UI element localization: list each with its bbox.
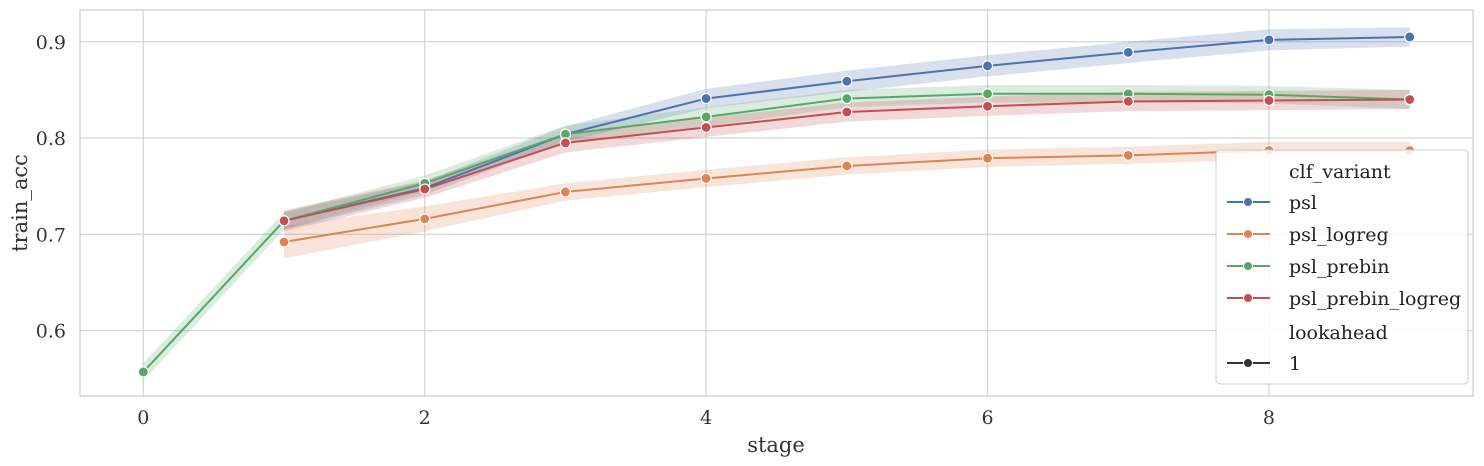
y-tick-label: 0.6 (36, 321, 66, 343)
point-psl (1404, 31, 1416, 43)
x-tick-label: 0 (137, 407, 149, 429)
legend-label-psl_logreg: psl_logreg (1289, 224, 1389, 246)
line-psl_prebin (142, 92, 1410, 373)
point-psl_prebin (841, 92, 853, 105)
x-tick-label: 8 (1263, 407, 1275, 429)
x-tick-label: 4 (700, 407, 712, 429)
point-psl_prebin_logreg (278, 215, 290, 227)
plot-frame (79, 9, 1474, 397)
point-psl_prebin_logreg (1263, 94, 1275, 107)
legend: clf_variant psl psl_logreg psl_prebin psl_p… (1215, 149, 1469, 385)
point-psl (700, 92, 712, 105)
legend-style-marker (1243, 358, 1253, 368)
x-axis-label: stage (747, 433, 805, 457)
point-psl_logreg (1122, 149, 1134, 161)
point-psl (981, 60, 994, 72)
y-axis-label: train_acc (8, 154, 32, 252)
point-psl_prebin_logreg (981, 100, 994, 112)
legend-marker-psl_prebin_logreg (1243, 293, 1253, 303)
point-psl_prebin (700, 111, 712, 123)
point-psl_prebin_logreg (700, 121, 712, 134)
point-psl (1263, 34, 1275, 46)
y-tick-label: 0.8 (36, 128, 66, 150)
x-tick-label: 6 (982, 407, 994, 429)
y-tick-label: 0.7 (36, 224, 66, 246)
point-psl_logreg (700, 172, 712, 185)
legend-label-psl_prebin: psl_prebin (1289, 256, 1389, 278)
band-psl (284, 27, 1410, 230)
x-tick-label: 2 (419, 407, 431, 429)
point-psl_logreg (981, 152, 994, 164)
point-psl_prebin_logreg (841, 106, 853, 118)
point-psl (841, 75, 853, 87)
y-tick-label: 0.9 (36, 32, 66, 54)
legend-label-psl: psl (1289, 192, 1317, 214)
tick-labels: 0 2 4 6 8 0.6 0.7 0.8 0.9 (36, 32, 1275, 429)
series-markers (137, 31, 1416, 378)
point-psl_logreg (841, 160, 853, 172)
legend-marker-psl_logreg (1243, 229, 1253, 239)
legend-label-psl_prebin_logreg: psl_prebin_logreg (1289, 288, 1461, 310)
point-psl_logreg (278, 236, 290, 248)
legend-entries: psl psl_logreg psl_prebin psl_prebin_logreg (1227, 192, 1461, 310)
point-psl_prebin_logreg (559, 137, 572, 149)
point-psl_logreg (419, 213, 431, 225)
legend-style-title: lookahead (1289, 322, 1388, 344)
legend-marker-psl_prebin (1243, 261, 1253, 271)
point-psl_prebin_logreg (1404, 93, 1416, 106)
point-psl (1122, 46, 1134, 58)
point-psl_logreg (559, 186, 572, 198)
legend-hue-title: clf_variant (1289, 161, 1391, 183)
point-psl_prebin_logreg (419, 183, 431, 195)
legend-marker-psl (1243, 197, 1253, 207)
legend-style-entry: 1 (1289, 353, 1301, 375)
point-psl_prebin (981, 88, 994, 100)
point-psl_prebin_logreg (1122, 95, 1134, 108)
point-psl_prebin (137, 366, 149, 378)
legend-box (1215, 149, 1469, 385)
